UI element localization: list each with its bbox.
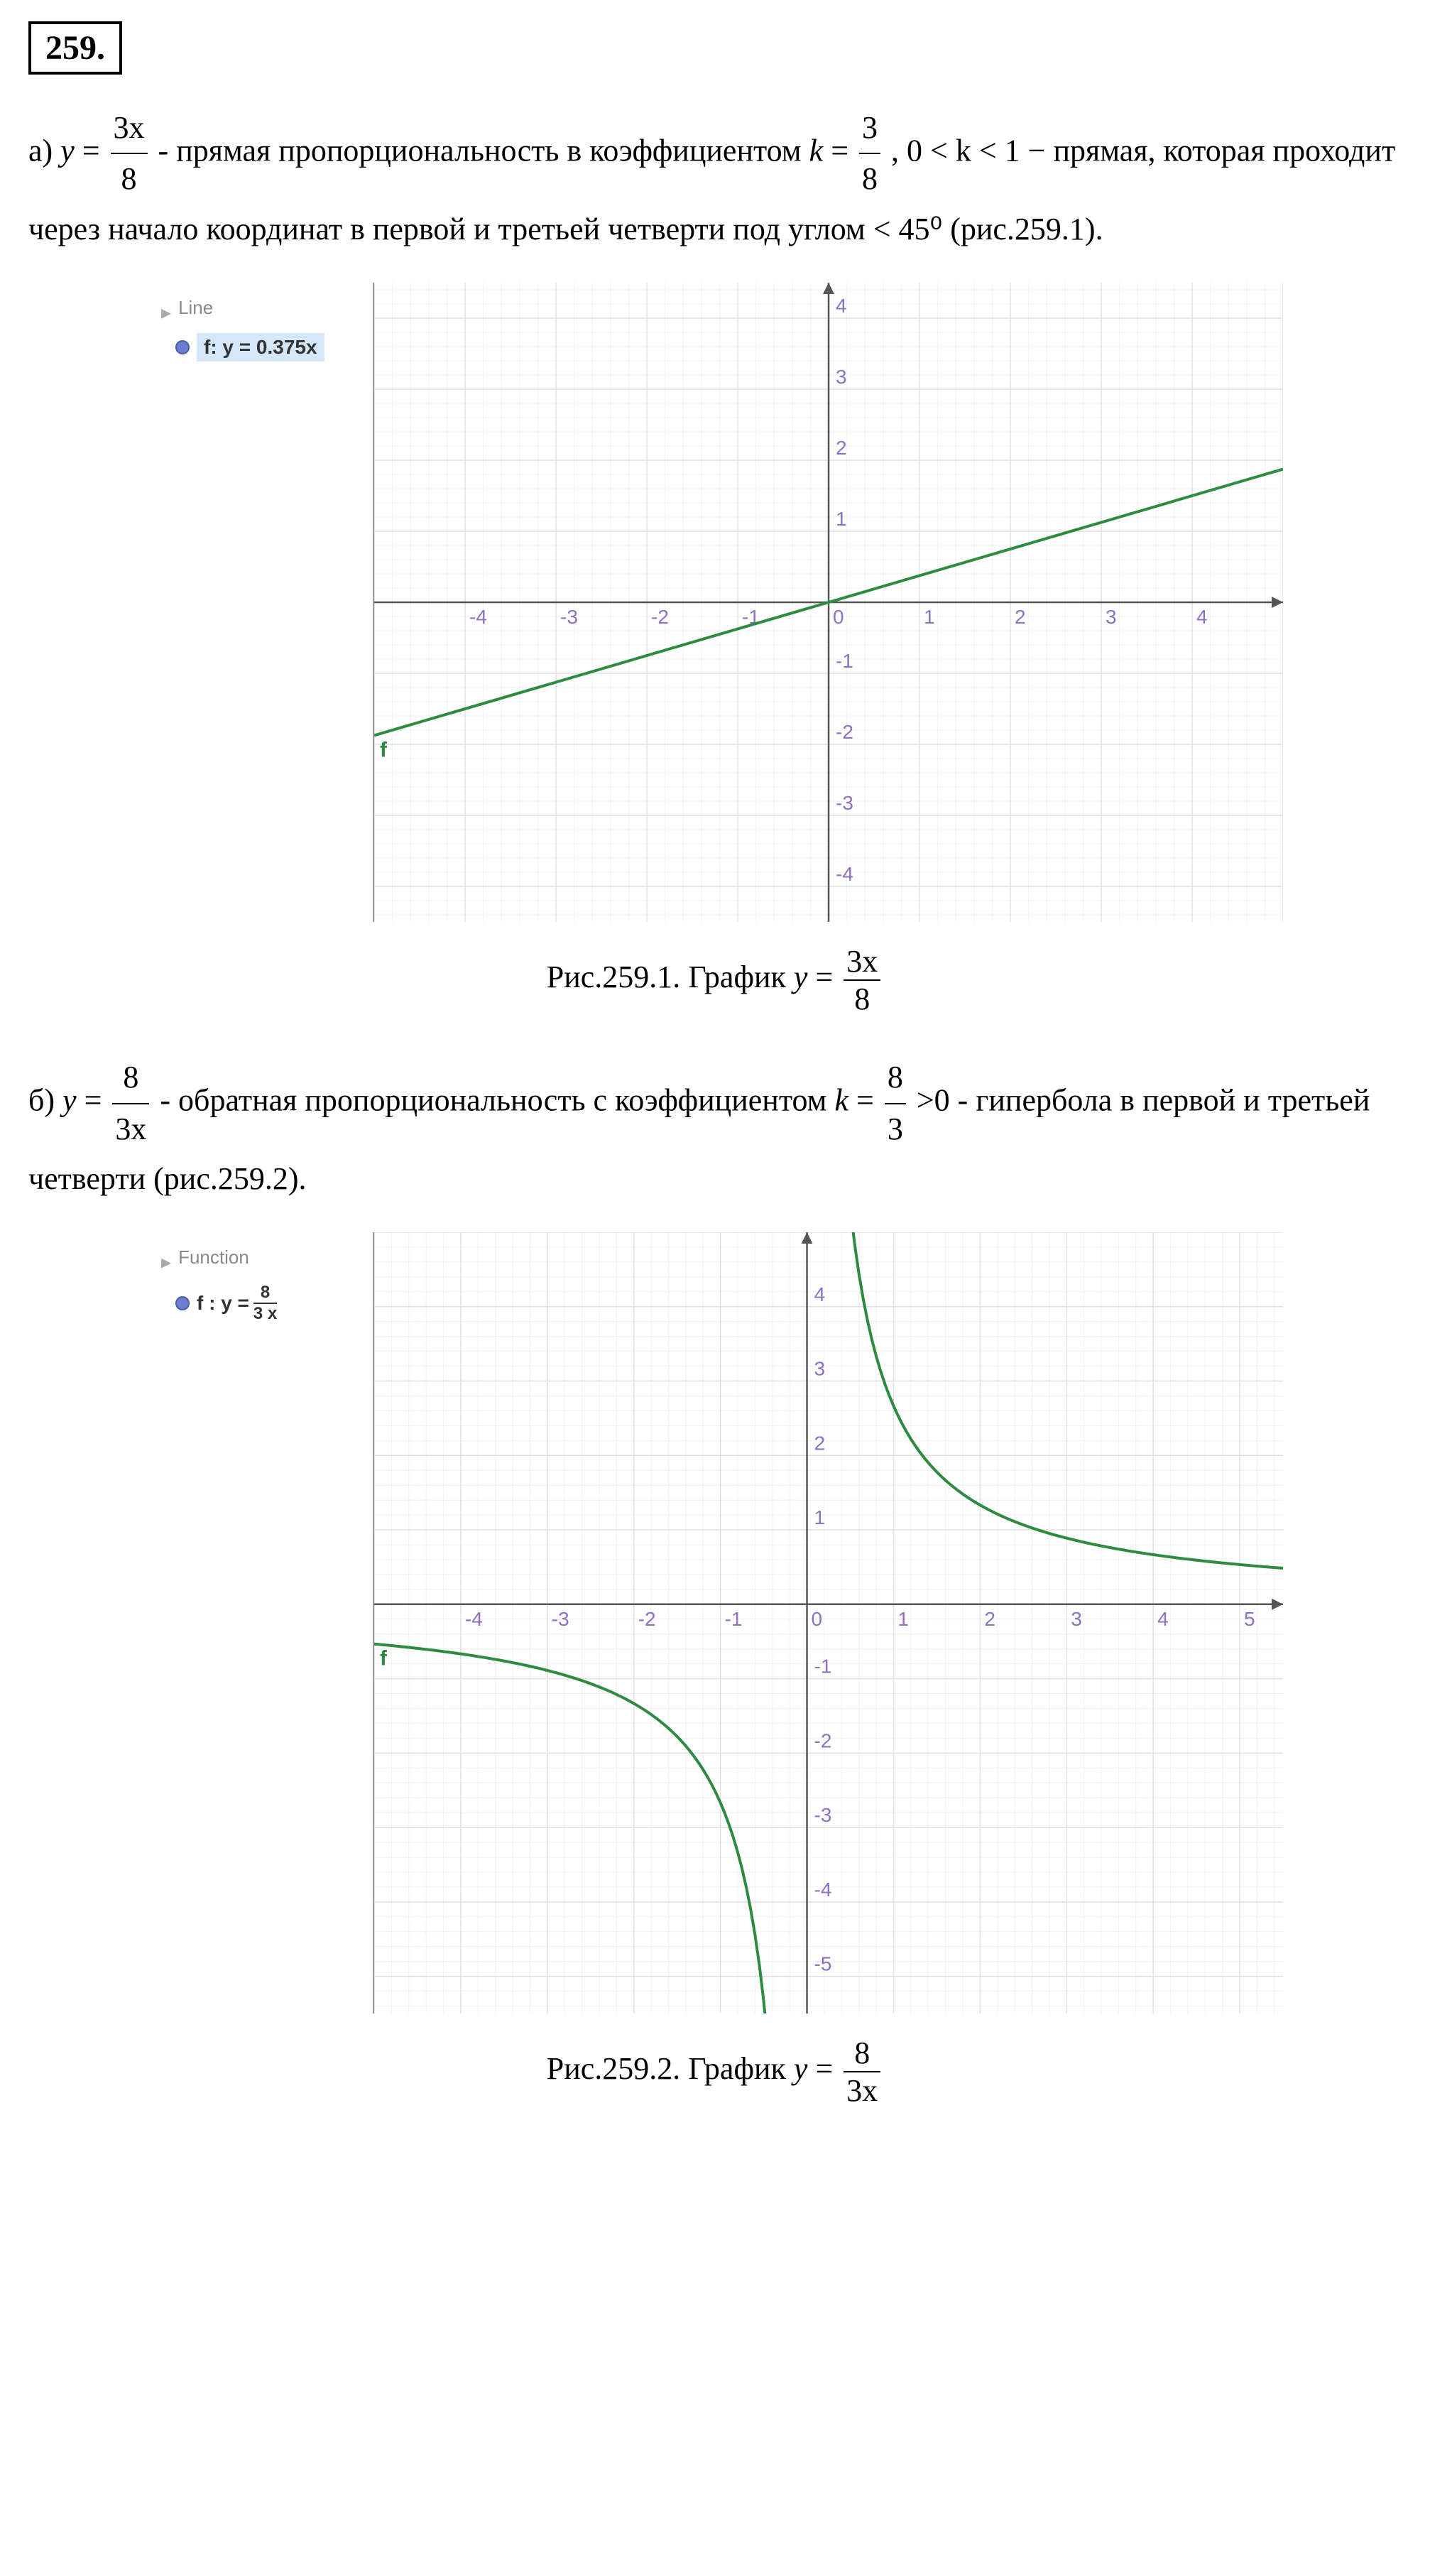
svg-text:-4: -4 xyxy=(465,1608,483,1630)
legend-title-b: Function xyxy=(178,1246,249,1268)
frac-num: 3x xyxy=(844,943,880,981)
svg-text:3: 3 xyxy=(1106,606,1117,628)
svg-text:-4: -4 xyxy=(836,863,853,885)
frac-num: 3x xyxy=(111,103,148,154)
svg-text:1: 1 xyxy=(924,606,935,628)
frac-den: 3x xyxy=(112,1104,149,1154)
svg-text:-1: -1 xyxy=(836,650,853,672)
legend-b: ▸ Function f : y = 8 3 x xyxy=(147,1232,374,2013)
legend-a: ▸ Line f: y = 0.375x xyxy=(147,283,374,922)
svg-text:2: 2 xyxy=(836,437,847,459)
svg-text:1: 1 xyxy=(814,1506,826,1528)
caption-frac-a: 3x 8 xyxy=(844,943,880,1017)
svg-text:-4: -4 xyxy=(814,1879,832,1901)
svg-text:-3: -3 xyxy=(560,606,578,628)
svg-text:5: 5 xyxy=(1244,1608,1255,1630)
legend-item-a: f: y = 0.375x xyxy=(175,333,359,362)
chart-b-container: ▸ Function f : y = 8 3 x -4-3-2-1012345-… xyxy=(147,1232,1283,2013)
legend-formula-b: f : y = 8 3 x xyxy=(197,1283,281,1324)
frac-num: 8 xyxy=(112,1053,149,1104)
caption-b: Рис.259.2. График y = 8 3x xyxy=(28,2035,1402,2109)
legend-item-b: f : y = 8 3 x xyxy=(175,1283,359,1324)
caption-prefix: Рис.259.2. График xyxy=(547,2051,794,2086)
fraction-k-a: 3 8 xyxy=(859,103,880,205)
fraction-k-b: 8 3 xyxy=(885,1053,906,1154)
k-var: k xyxy=(835,1083,849,1118)
chevron-right-icon: ▸ xyxy=(161,1250,171,1273)
svg-text:-3: -3 xyxy=(814,1804,832,1826)
plot-b: -4 -3 -2 -1 0 1 2 3 4 5 -5 -4 -3 -2 -1 1 2 3 4 f xyxy=(374,1232,1283,2013)
svg-text:-3: -3 xyxy=(836,792,853,814)
frac-den: 8 xyxy=(111,154,148,204)
legend-title-a: Line xyxy=(178,297,213,319)
svg-text:0: 0 xyxy=(833,606,844,628)
part-a-label: а) xyxy=(28,133,53,168)
svg-text:-2: -2 xyxy=(651,606,669,628)
svg-text:-2: -2 xyxy=(836,721,853,743)
svg-text:-1: -1 xyxy=(725,1608,743,1630)
frac-den: 3 x xyxy=(253,1304,277,1324)
svg-text:0: 0 xyxy=(812,1608,823,1630)
legend-formula-a: f: y = 0.375x xyxy=(197,333,324,362)
svg-text:4: 4 xyxy=(1196,606,1208,628)
y-var: y xyxy=(62,1083,77,1118)
part-b-text: б) y = 8 3x - обратная пропорциональност… xyxy=(28,1053,1402,1204)
legend-dot-icon xyxy=(175,1296,190,1310)
fraction-b: 8 3x xyxy=(112,1053,149,1154)
k-var: k xyxy=(809,133,824,168)
y-var: y xyxy=(794,2051,808,2086)
svg-text:-5: -5 xyxy=(814,1953,832,1975)
frac-den: 8 xyxy=(844,981,880,1017)
svg-text:-4: -4 xyxy=(469,606,487,628)
svg-text:4: 4 xyxy=(814,1283,826,1305)
svg-text:-3: -3 xyxy=(552,1608,569,1630)
svg-text:1: 1 xyxy=(897,1608,909,1630)
text-b-1: - обратная пропорциональность с коэффици… xyxy=(160,1083,834,1118)
caption-frac-b: 8 3x xyxy=(844,2035,880,2109)
frac-num: 3 xyxy=(859,103,880,154)
svg-text:-2: -2 xyxy=(638,1608,656,1630)
svg-text:2: 2 xyxy=(814,1433,826,1455)
frac-num: 8 xyxy=(253,1283,277,1304)
y-var: y xyxy=(794,960,808,994)
legend-dot-icon xyxy=(175,340,190,354)
svg-text:-2: -2 xyxy=(814,1730,832,1752)
frac-den: 3x xyxy=(844,2072,880,2109)
svg-text:f: f xyxy=(380,739,388,762)
part-a-text: а) y = 3x 8 - прямая пропорциональность … xyxy=(28,103,1402,254)
problem-number: 259. xyxy=(28,21,122,75)
svg-text:2: 2 xyxy=(984,1608,995,1630)
svg-text:3: 3 xyxy=(1071,1608,1082,1630)
frac-den: 8 xyxy=(859,154,880,204)
svg-text:4: 4 xyxy=(1157,1608,1169,1630)
frac-den: 3 xyxy=(885,1104,906,1154)
fraction-a: 3x 8 xyxy=(111,103,148,205)
svg-text:-1: -1 xyxy=(814,1656,832,1678)
svg-text:2: 2 xyxy=(1015,606,1026,628)
frac-num: 8 xyxy=(844,2035,880,2072)
legend-frac: 8 3 x xyxy=(253,1283,277,1324)
svg-text:3: 3 xyxy=(836,366,847,388)
part-b-label: б) xyxy=(28,1083,55,1118)
text-a-1: - прямая пропорциональность в коэффициен… xyxy=(158,133,809,168)
svg-text:3: 3 xyxy=(814,1358,826,1380)
caption-a: Рис.259.1. График y = 3x 8 xyxy=(28,943,1402,1017)
svg-text:1: 1 xyxy=(836,508,847,530)
chart-a-container: ▸ Line f: y = 0.375x -4 -3 -2 -1 0 1 2 3 4 -4 -3 -2… xyxy=(147,283,1283,922)
frac-num: 8 xyxy=(885,1053,906,1104)
chevron-right-icon: ▸ xyxy=(161,300,171,324)
caption-prefix: Рис.259.1. График xyxy=(547,960,794,994)
y-var: y xyxy=(60,133,75,168)
svg-text:f: f xyxy=(380,1647,388,1670)
plot-a: -4-3-2-101234-4-3-2-11234f xyxy=(374,283,1283,922)
legend-prefix: f : y = xyxy=(197,1292,249,1315)
svg-text:4: 4 xyxy=(836,295,847,317)
